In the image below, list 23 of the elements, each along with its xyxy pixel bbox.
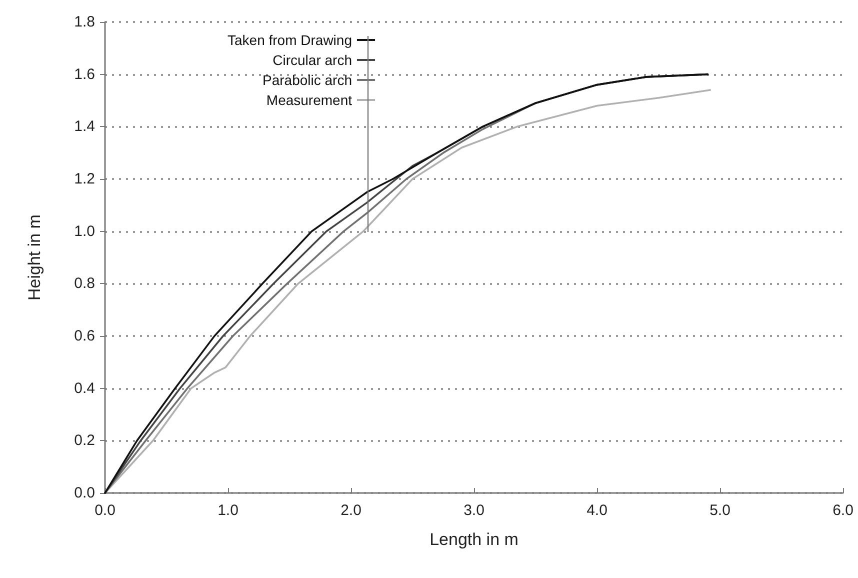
legend-label: Measurement — [266, 92, 352, 108]
legend-label: Parabolic arch — [262, 72, 352, 88]
y-tick-label: 0.0 — [74, 484, 95, 502]
legend-label: Circular arch — [272, 52, 352, 68]
y-tick-label: 1.2 — [74, 170, 95, 188]
x-tick-label: 0.0 — [94, 502, 116, 519]
y-tick-label: 1.0 — [74, 222, 95, 240]
x-tick-label: 5.0 — [710, 502, 730, 519]
y-tick-label: 0.8 — [74, 275, 95, 292]
y-tick-label: 1.8 — [74, 14, 95, 30]
y-axis-title: Height in m — [25, 214, 44, 300]
y-tick-label: 0.4 — [74, 380, 95, 397]
legend-label: Taken from Drawing — [228, 32, 352, 48]
x-tick-label: 4.0 — [586, 502, 608, 519]
x-tick-label: 6.0 — [832, 502, 854, 519]
x-tick-label: 1.0 — [218, 502, 238, 519]
x-axis-title: Length in m — [430, 530, 518, 549]
y-tick-label: 0.2 — [74, 432, 95, 450]
y-tick-label: 1.6 — [74, 66, 95, 83]
y-tick-label: 1.4 — [74, 118, 95, 136]
x-tick-label: 2.0 — [340, 502, 362, 519]
y-tick-label: 0.6 — [74, 328, 95, 344]
x-tick-label: 3.0 — [464, 502, 484, 519]
